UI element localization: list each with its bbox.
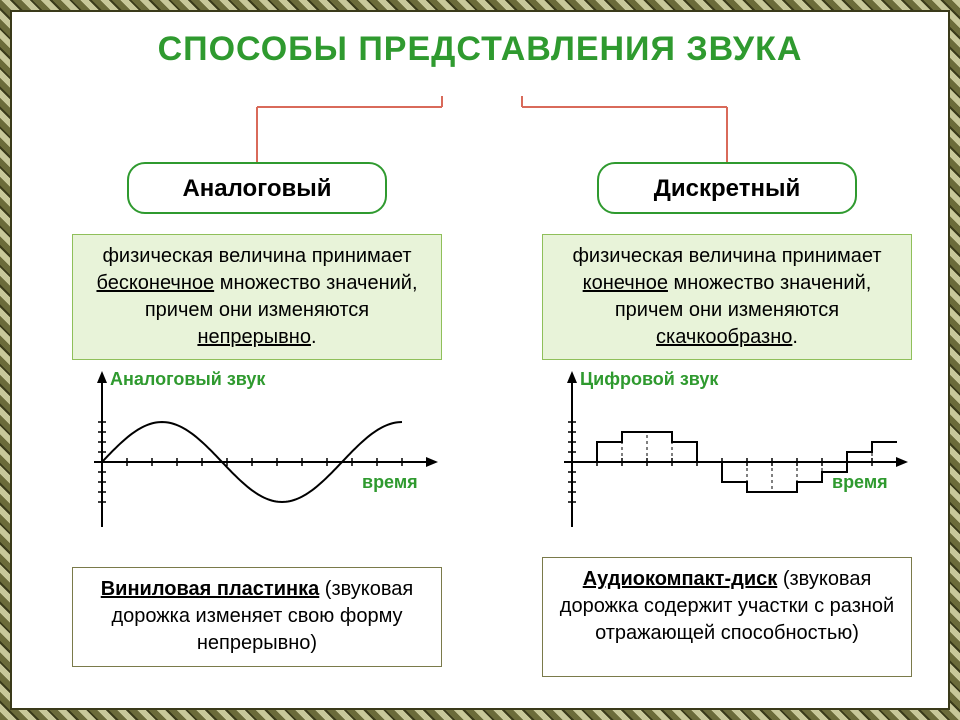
- analog-description: физическая величина принимает бесконечно…: [72, 234, 442, 360]
- branch-label-analog: Аналоговый: [127, 162, 387, 214]
- discrete-example: Аудиокомпакт-диск (звуковая дорожка соде…: [542, 557, 912, 677]
- svg-text:время: время: [832, 472, 888, 492]
- discrete-description: физическая величина принимает конечное м…: [542, 234, 912, 360]
- slide-title: СПОСОБЫ ПРЕДСТАВЛЕНИЯ ЗВУКА: [12, 12, 948, 69]
- svg-text:время: время: [362, 472, 418, 492]
- branch-label-text: Аналоговый: [182, 175, 331, 202]
- analog-example: Виниловая пластинка (звуковая дорожка из…: [72, 567, 442, 667]
- decorative-border: СПОСОБЫ ПРЕДСТАВЛЕНИЯ ЗВУКА Аналоговый ф…: [0, 0, 960, 720]
- branch-label-discrete: Дискретный: [597, 162, 857, 214]
- svg-text:Аналоговый звук: Аналоговый звук: [110, 369, 266, 389]
- slide-canvas: СПОСОБЫ ПРЕДСТАВЛЕНИЯ ЗВУКА Аналоговый ф…: [10, 10, 950, 710]
- branch-label-text: Дискретный: [654, 175, 800, 202]
- discrete-chart: Цифровой звук время: [542, 367, 912, 537]
- svg-text:Цифровой звук: Цифровой звук: [580, 369, 719, 389]
- analog-chart: Аналоговый звук время: [72, 367, 442, 537]
